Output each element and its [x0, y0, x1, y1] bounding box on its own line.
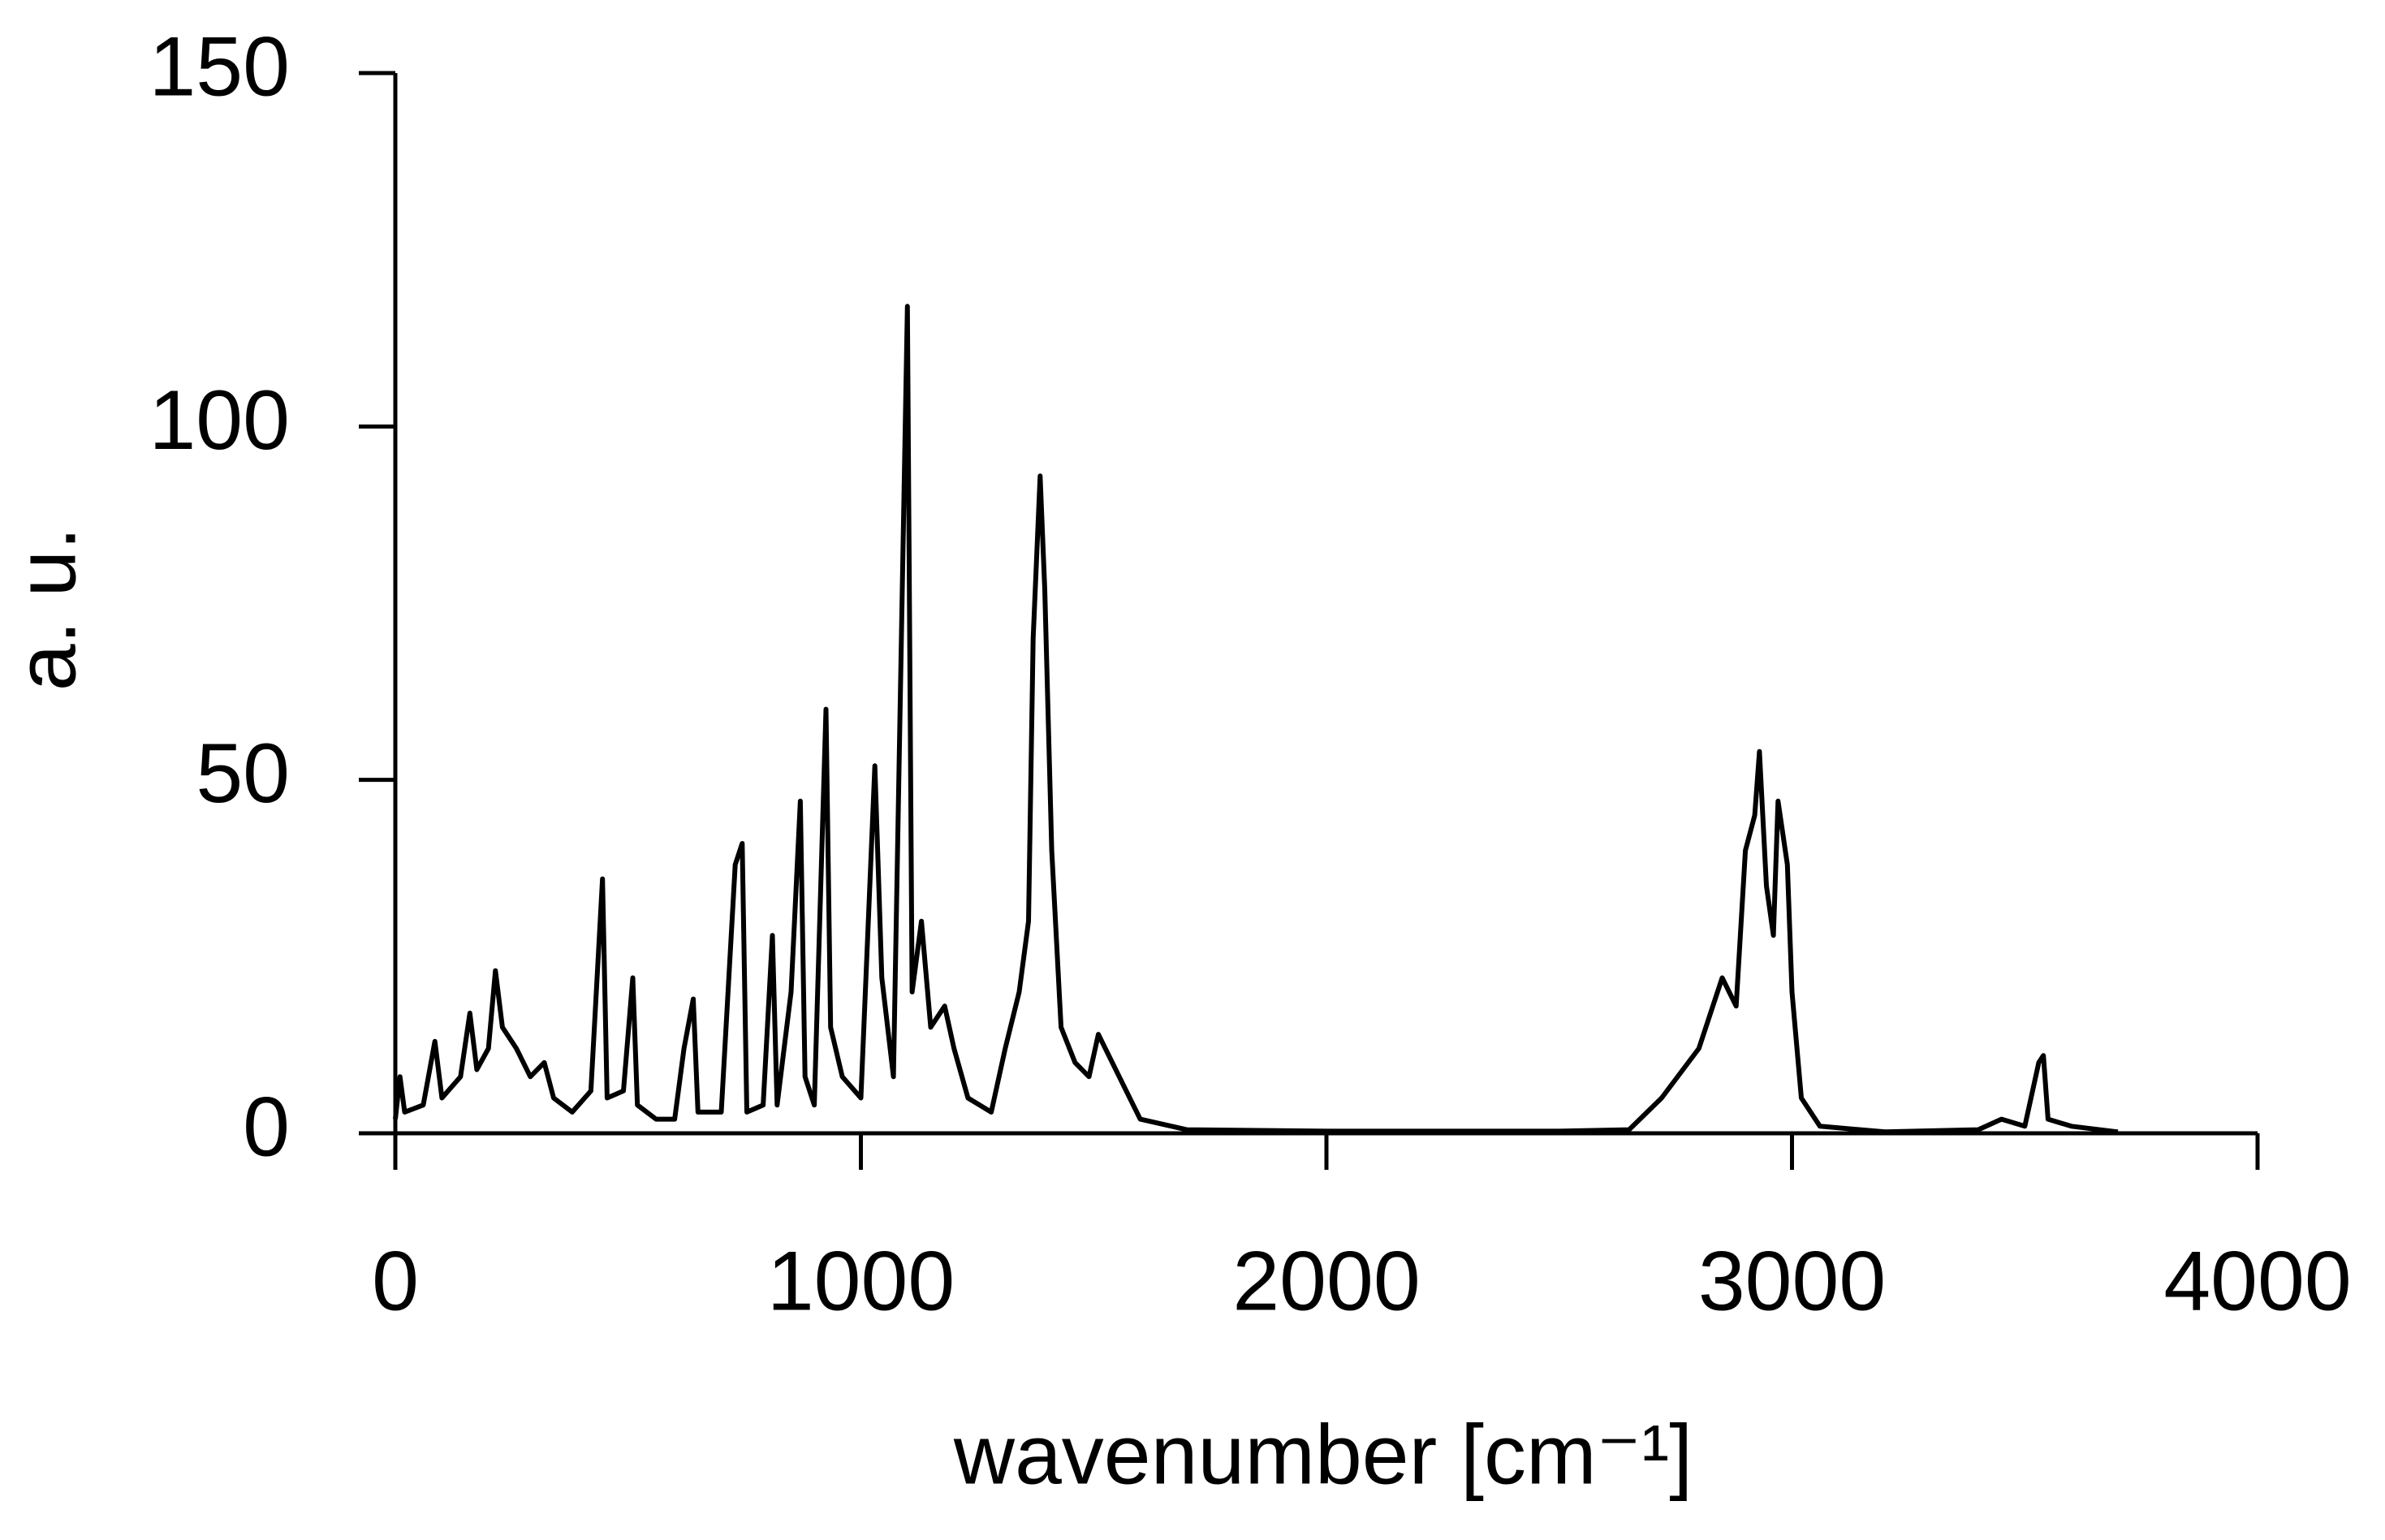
spectrum-line [393, 304, 2119, 1135]
x-tick-label: 1000 [767, 1234, 955, 1328]
y-tick-label: 100 [149, 373, 290, 468]
x-tick-label: 2000 [1232, 1234, 1420, 1328]
x-tick-label: 4000 [2163, 1234, 2351, 1328]
x-axis-label: wavenumber [cm⁻¹] [953, 1408, 1693, 1502]
y-tick-label: 50 [196, 727, 290, 821]
x-tick-label: 3000 [1698, 1234, 1886, 1328]
y-tick-label: 0 [243, 1080, 290, 1174]
x-tick-label: 0 [372, 1234, 419, 1328]
y-tick-label: 150 [149, 19, 290, 114]
y-axis-label: a. u. [0, 527, 93, 691]
